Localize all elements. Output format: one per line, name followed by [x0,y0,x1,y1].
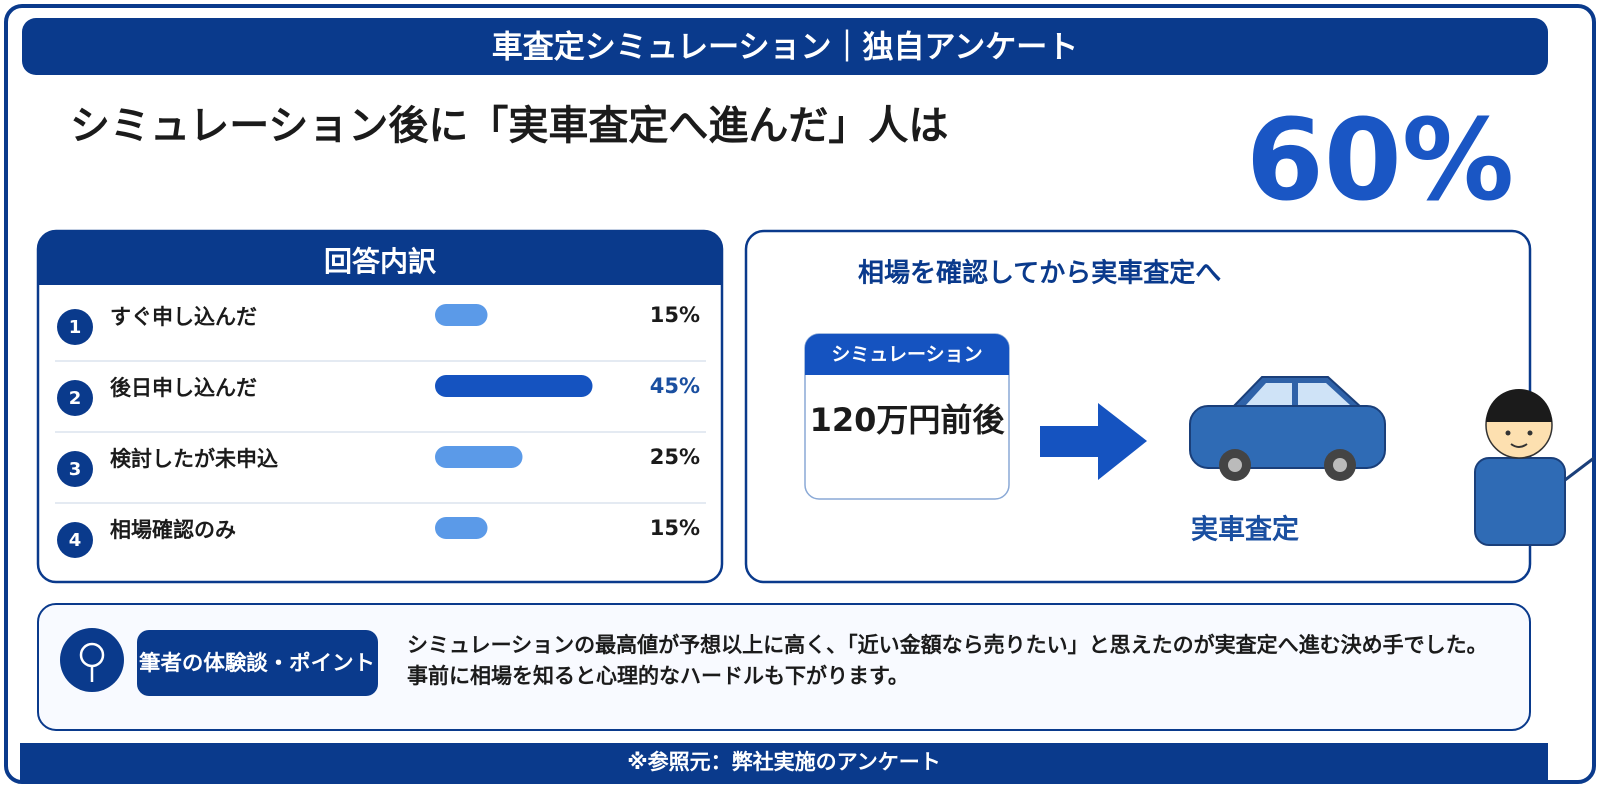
bar [435,304,488,326]
footer-source: ※参照元：弊社実施のアンケート [627,750,941,774]
badge [137,630,378,696]
flow-title: 相場を確認してから実車査定へ [858,258,1221,289]
panel-title: 回答内訳 [324,245,437,278]
headline: シミュレーション後に「実車査定へ進んだ」人は [70,103,948,149]
sim-card-value: 120万円前後 [810,401,1006,439]
value-label: 15% [650,303,700,327]
header-bar [22,18,1548,75]
row-number-badge [57,522,93,558]
value-label: 15% [650,516,700,540]
row-number: 3 [69,459,82,480]
breakdown-panel: 回答内訳 1 すぐ申し込んだ 15% 2 後日申し込んだ 45% 3 検討したが未申込 25% 4… [36,229,724,584]
arrow [1040,403,1147,480]
flow-panel: 相場を確認してから実車査定へ シミュレーション 120万円前後 実車査定 [744,229,1595,584]
row-label: 検討したが未申込 [110,447,278,471]
row-label: 後日申し込んだ [110,376,257,400]
bar [435,375,593,397]
row-number-badge [57,309,93,345]
car [1189,376,1386,481]
footer-bar [20,743,1548,780]
headline-value: 60% [1246,96,1514,226]
row-number-badge [57,451,93,487]
row-number: 4 [69,530,82,551]
header-title: 車査定シミュレーション｜独自アンケート [492,30,1079,66]
row-label: すぐ申し込んだ [110,305,257,329]
panel-header [38,231,722,285]
bar [435,517,488,539]
row-number: 1 [69,317,82,338]
point-panel: 筆者の体験談・ポイント [37,603,1531,731]
sim-card-header [805,334,1009,375]
row-number-badge [57,380,93,416]
row-number: 2 [69,388,82,409]
flow-result: 実車査定 [1191,514,1299,546]
panel [37,603,1531,731]
bar [435,446,523,468]
pin-icon [60,628,124,692]
sim-card-title: シミュレーション [831,344,982,366]
person [1474,389,1595,546]
value-label: 25% [650,445,700,469]
row-label: 相場確認のみ [110,518,236,542]
value-label: 45% [650,374,700,398]
badge-text: 筆者の体験談・ポイント [139,651,375,675]
point-text: シミュレーションの最高値が予想以上に高く、「近い金額なら売りたい」と思えたのが実… [407,633,1488,688]
